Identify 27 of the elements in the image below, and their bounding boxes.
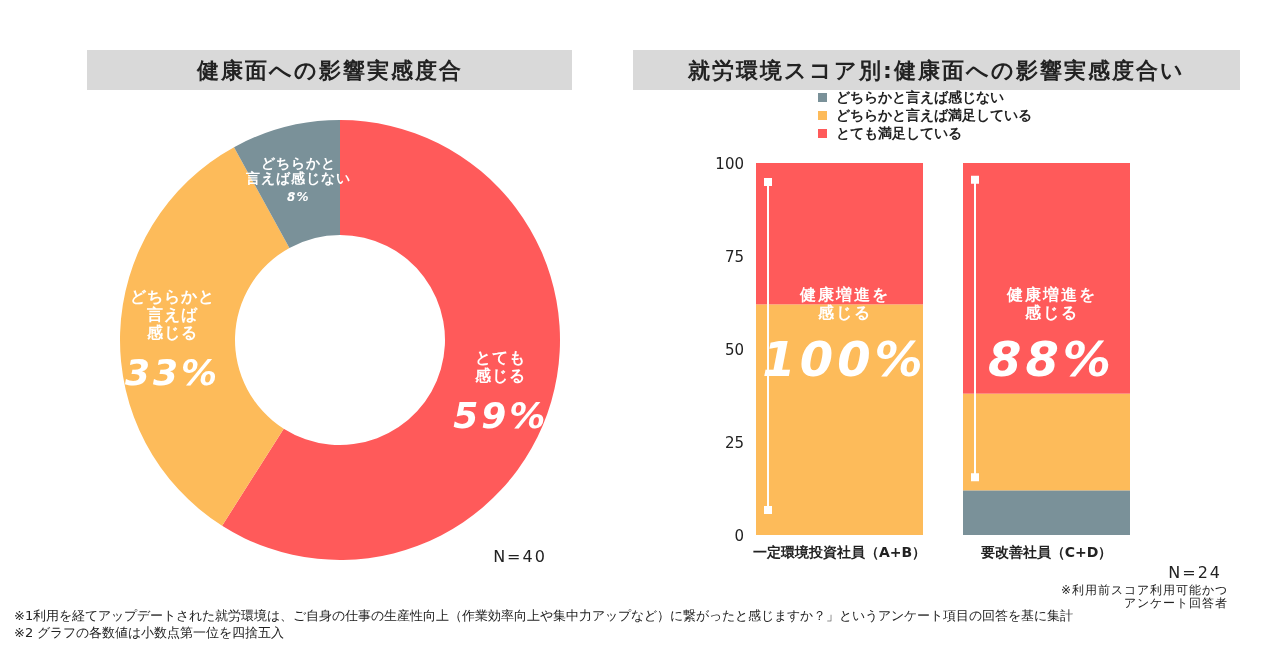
text: ※1利用を経てアップデートされた就労環境は、ご自身の仕事の生産性向上（作業効率向上や集中力アップなど）に繋がったと感じますか？」というアンケート項目の回答を基に集計 <box>14 608 1074 623</box>
annotation: 88% <box>988 331 1115 387</box>
annotation: 健康増進を感じる <box>798 285 890 322</box>
donut-slice <box>222 120 560 560</box>
chart-title: 健康面への影響実感度合 <box>195 58 463 83</box>
y-tick-label: 25 <box>724 434 744 452</box>
text: N=24 <box>1168 563 1222 582</box>
y-tick-label: 100 <box>715 155 744 173</box>
data-label: 33% <box>125 352 221 394</box>
annotation: 健康増進を感じる <box>1005 285 1097 322</box>
text: N=40 <box>493 547 547 566</box>
slice-label: どちらかと言えば感じる <box>130 287 216 342</box>
chart-title: 就労環境スコア別:健康面への影響実感度合い <box>687 58 1185 83</box>
legend-label: どちらかと言えば感じない <box>836 89 1004 105</box>
y-tick-label: 50 <box>724 341 744 359</box>
bar <box>963 393 1130 491</box>
slice-label: とても感じる <box>474 348 527 385</box>
x-tick-label: 一定環境投資社員（A+B） <box>752 544 927 560</box>
y-tick-label: 0 <box>734 527 744 545</box>
legend-label: どちらかと言えば満足している <box>836 107 1032 123</box>
data-label: 59% <box>453 395 549 437</box>
y-tick-label: 75 <box>724 248 744 266</box>
bar <box>963 490 1130 535</box>
legend-label: とても満足している <box>836 125 962 141</box>
text: ※2 グラフの各数値は小数点第一位を四捨五入 <box>14 625 285 640</box>
data-label: 8% <box>287 189 310 204</box>
x-tick-label: 要改善社員（C+D） <box>979 544 1113 560</box>
